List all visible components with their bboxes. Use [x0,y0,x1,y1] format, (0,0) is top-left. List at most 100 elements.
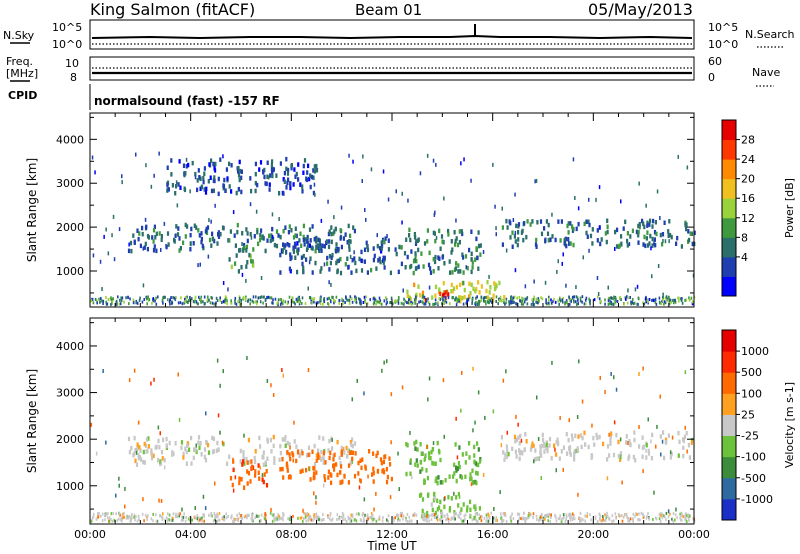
echo-cell [670,234,673,240]
echo-cell [642,242,645,247]
speckle-cell [216,358,219,363]
ground-scatter-cell [101,519,104,522]
echo-cell [279,444,282,449]
echo-cell [567,237,570,242]
echo-cell [533,457,536,462]
echo-cell [257,463,260,468]
speckle-cell [638,425,640,429]
ground-scatter-cell [182,515,185,519]
ground-scatter-cell [395,300,398,304]
ground-scatter-cell [126,514,128,518]
echo-cell [323,474,326,479]
ground-scatter-cell [239,515,242,519]
ground-scatter-cell [273,519,276,523]
echo-cell [299,231,302,236]
x-tick-label: 20:00 [577,528,609,541]
ground-scatter-cell [130,516,133,519]
speckle-cell [495,232,497,237]
echo-cell [618,244,621,249]
echo-cell [377,258,380,263]
echo-cell [242,248,245,253]
echo-cell [237,173,241,178]
echo-cell [132,233,135,238]
ground-scatter-cell [355,512,358,516]
ground-scatter-cell [308,515,311,518]
echo-cell [285,166,288,172]
echo-cell [179,246,182,251]
ground-scatter-cell [608,517,611,521]
speckle-cell [382,169,385,174]
ground-scatter-cell [445,518,447,522]
ground-scatter-cell [184,300,186,304]
echo-cell [634,458,637,463]
ground-scatter-cell [226,299,228,303]
echo-cell [430,502,433,507]
echo-cell [277,233,280,238]
echo-cell [315,163,318,169]
ground-scatter-cell [241,517,243,521]
ground-scatter-cell [305,513,307,517]
speckle-cell [426,444,428,449]
ground-scatter-cell [246,513,249,517]
echo-cell [591,227,594,232]
speckle-cell [150,184,153,189]
ground-scatter-cell [148,298,151,302]
ground-scatter-cell [414,301,416,305]
ground-scatter-cell [489,299,492,303]
ground-scatter-cell [485,302,487,306]
echo-cell [294,255,297,260]
echo-cell [298,238,301,243]
ground-scatter-cell [177,301,180,305]
echo-cell [309,184,312,190]
echo-cell [203,454,206,460]
echo-cell [211,231,214,237]
echo-cell [150,448,153,453]
ground-scatter-cell [644,297,647,301]
echo-cell [404,265,407,270]
echo-cell [580,444,583,450]
speckle-cell [359,478,361,483]
ground-scatter-cell [101,299,103,303]
ground-scatter-cell [421,513,423,517]
ground-scatter-cell [167,518,170,521]
echo-cell [458,229,461,234]
echo-cell [689,231,692,236]
ground-scatter-cell [187,517,190,521]
echo-cell [194,171,197,177]
speckle-cell [349,254,352,259]
echo-cell [237,269,240,274]
echo-cell [240,169,243,174]
ground-scatter-cell [353,518,356,522]
speckle-cell [533,459,535,464]
ground-scatter-cell [492,516,494,520]
echo-cell [390,476,393,482]
ground-scatter-cell [204,302,206,305]
power-colorbar-tick-label: 4 [741,251,748,264]
ground-scatter-cell [676,516,678,520]
ground-scatter-cell [436,516,438,520]
echo-cell [275,173,278,178]
echo-cell [349,239,352,244]
ground-scatter-cell [332,296,334,299]
ground-scatter-cell [557,517,560,521]
ground-scatter-cell [674,300,677,304]
ground-scatter-cell [520,302,523,306]
ground-scatter-cell [471,518,474,522]
echo-cell [312,471,316,476]
echo-cell [239,448,242,454]
power-colorbar-tick-label: 28 [741,134,755,147]
ground-scatter-cell [182,518,184,522]
ground-scatter-cell [430,513,433,517]
echo-cell [302,265,305,271]
ground-scatter-cell [385,297,388,301]
ground-scatter-cell [522,297,524,301]
freq-tick-top: 10 [65,57,79,70]
echo-cell [155,231,158,237]
echo-cell [643,224,646,230]
echo-cell [307,445,311,450]
ground-scatter-cell [92,515,95,518]
echo-cell [254,161,257,167]
echo-cell [318,455,321,460]
power-colorbar-tick-label: 12 [741,212,755,225]
ground-scatter-cell [348,301,351,305]
